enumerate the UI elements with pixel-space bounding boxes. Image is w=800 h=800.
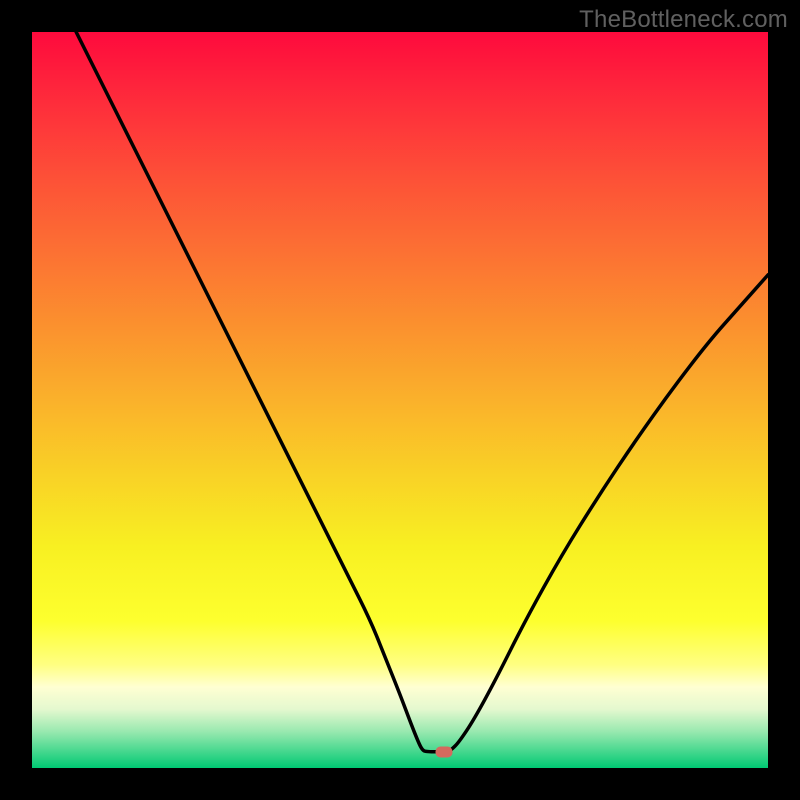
minimum-marker	[436, 746, 453, 757]
bottleneck-curve	[32, 32, 768, 768]
plot-area	[32, 32, 768, 768]
chart-canvas: TheBottleneck.com	[0, 0, 800, 800]
watermark-text: TheBottleneck.com	[579, 6, 788, 34]
